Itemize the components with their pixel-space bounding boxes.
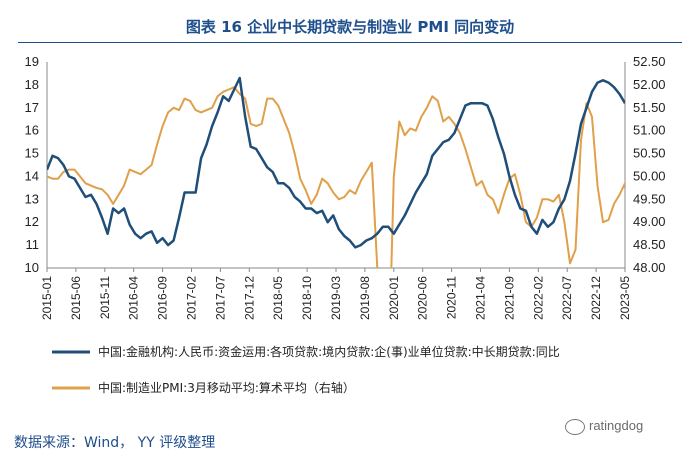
right-tick-label: 51.50 — [633, 100, 666, 115]
chart-axes — [46, 62, 626, 269]
x-tick-label: 2017-12 — [242, 276, 256, 320]
right-tick-label: 48.50 — [633, 237, 666, 252]
line-chart: 10 11 12 13 14 15 16 17 18 19 48.00 48.50 49.00 49.5… — [25, 54, 666, 395]
x-tick-label: 2021-09 — [502, 276, 516, 320]
left-tick-label: 18 — [25, 77, 39, 92]
left-tick-label: 11 — [26, 237, 40, 252]
x-tick-label: 2021-04 — [474, 276, 488, 320]
left-tick-label: 16 — [25, 123, 39, 138]
right-axis-ticks: 48.00 48.50 49.00 49.50 50.00 50.50 51.00 51.50… — [633, 54, 666, 275]
left-tick-label: 14 — [25, 168, 39, 183]
x-tick-label: 2020-11 — [445, 276, 459, 319]
right-tick-label: 51.00 — [633, 123, 666, 138]
x-tick-label: 2015-01 — [40, 276, 54, 320]
x-tick-label: 2022-02 — [531, 276, 545, 320]
left-tick-label: 15 — [25, 146, 39, 161]
x-tick-label: 2019-03 — [329, 276, 343, 320]
right-tick-label: 52.00 — [633, 77, 666, 92]
x-tick-label: 2015-11 — [98, 276, 112, 319]
left-tick-label: 12 — [25, 214, 39, 229]
legend-label-pmi: 中国:制造业PMI:3月移动平均:算术平均（右轴） — [98, 380, 355, 395]
x-tick-label: 2022-12 — [589, 276, 603, 320]
x-tick-label: 2020-06 — [416, 276, 430, 320]
x-tick-label: 2019-08 — [358, 276, 372, 320]
left-tick-label: 13 — [25, 191, 39, 206]
x-tick-label: 2018-05 — [271, 276, 285, 320]
left-axis-ticks: 10 11 12 13 14 15 16 17 18 19 — [25, 54, 39, 275]
right-tick-label: 49.00 — [633, 214, 666, 229]
left-tick-label: 19 — [25, 54, 39, 69]
right-tick-label: 48.00 — [633, 260, 666, 275]
data-source-note: 数据来源：Wind， YY 评级整理 — [14, 435, 216, 451]
right-tick-label: 52.50 — [633, 54, 666, 69]
left-tick-label: 10 — [25, 260, 39, 275]
right-tick-label: 50.50 — [633, 146, 666, 161]
right-tick-label: 50.00 — [633, 168, 666, 183]
x-tick-label: 2018-10 — [300, 276, 314, 320]
x-axis-ticks: 2015-01 2015-06 2015-11 2016-04 2016-09 2017-… — [40, 268, 632, 320]
right-tick-label: 49.50 — [633, 191, 666, 206]
x-tick-label: 2017-02 — [185, 276, 199, 320]
x-tick-label: 2015-06 — [69, 276, 83, 320]
series-line-loans — [47, 76, 625, 249]
series-layer — [47, 76, 625, 268]
x-tick-label: 2016-09 — [156, 276, 170, 320]
x-tick-label: 2016-04 — [127, 276, 141, 320]
legend-label-loans: 中国:金融机构:人民币:资金运用:各项贷款:境内贷款:企(事)业单位贷款:中长期… — [98, 344, 560, 359]
wechat-icon — [565, 418, 585, 435]
watermark: ratingdog — [565, 418, 643, 435]
x-tick-label: 2023-05 — [618, 276, 632, 320]
title-divider — [18, 42, 682, 43]
x-tick-label: 2022-07 — [560, 276, 574, 320]
figure-title: 图表 16 企业中长期贷款与制造业 PMI 同向变动 — [185, 18, 515, 36]
left-tick-label: 17 — [25, 100, 39, 115]
watermark-text: ratingdog — [589, 418, 644, 433]
x-tick-label: 2017-07 — [213, 276, 227, 320]
chart-legend: 中国:金融机构:人民币:资金运用:各项贷款:境内贷款:企(事)业单位贷款:中长期… — [52, 344, 560, 395]
series-line-pmi — [47, 86, 625, 268]
x-tick-label: 2020-01 — [387, 276, 401, 320]
